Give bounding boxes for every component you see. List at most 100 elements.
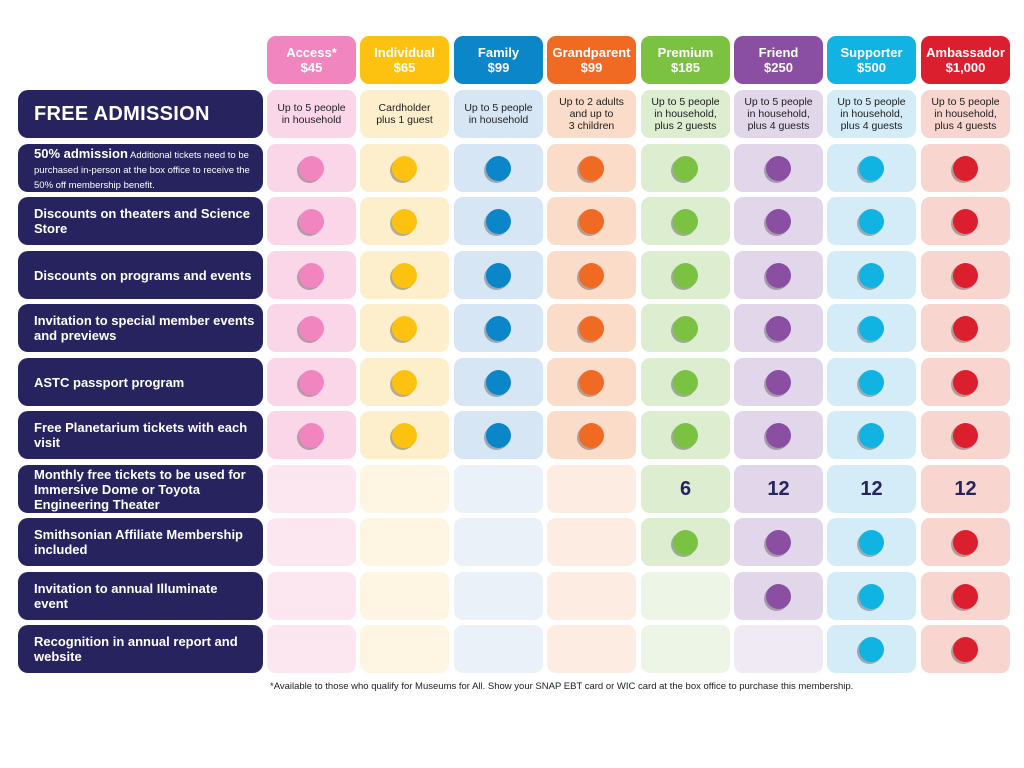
benefit-cell-individual bbox=[360, 358, 449, 406]
benefit-cell-family bbox=[454, 358, 543, 406]
benefit-cell-family bbox=[454, 465, 543, 513]
benefit-cell-individual bbox=[360, 518, 449, 566]
included-dot-icon bbox=[299, 208, 324, 234]
included-dot-icon bbox=[953, 422, 978, 448]
benefit-cell-grandparent: Up to 2 adults and up to 3 children bbox=[547, 90, 636, 138]
benefit-cell-ambassador: 12 bbox=[921, 465, 1010, 513]
row-label-astc-passport-program: ASTC passport program bbox=[18, 358, 263, 406]
tier-price: $250 bbox=[764, 59, 793, 75]
included-dot-icon bbox=[486, 262, 511, 288]
admission-text: Up to 2 adults and up to 3 children bbox=[559, 96, 624, 132]
benefit-cell-friend bbox=[734, 304, 823, 352]
benefit-cell-supporter bbox=[827, 572, 916, 620]
benefit-cell-grandparent bbox=[547, 518, 636, 566]
row-label-smithsonian-affiliate-membership-include: Smithsonian Affiliate Membership include… bbox=[18, 518, 263, 566]
included-dot-icon bbox=[579, 315, 604, 341]
benefit-cell-access bbox=[267, 358, 356, 406]
footnote: *Available to those who qualify for Muse… bbox=[270, 681, 854, 692]
benefit-cell-access bbox=[267, 625, 356, 673]
admission-text: Cardholder plus 1 guest bbox=[376, 102, 433, 126]
row-label-text: Smithsonian Affiliate Membership include… bbox=[34, 527, 243, 557]
benefit-cell-ambassador bbox=[921, 304, 1010, 352]
included-dot-icon bbox=[673, 529, 698, 555]
included-dot-icon bbox=[579, 208, 604, 234]
benefit-cell-family bbox=[454, 251, 543, 299]
row-label-free-admission: FREE ADMISSION bbox=[18, 90, 263, 138]
benefit-cell-supporter bbox=[827, 144, 916, 192]
included-dot-icon bbox=[579, 155, 604, 181]
included-dot-icon bbox=[859, 583, 884, 609]
benefit-cell-premium bbox=[641, 197, 730, 245]
tier-price: $99 bbox=[487, 59, 510, 75]
included-dot-icon bbox=[392, 315, 417, 341]
tier-name: Supporter bbox=[840, 44, 903, 60]
benefit-cell-friend bbox=[734, 251, 823, 299]
row-label-text: Free Planetarium tickets with each visit bbox=[34, 420, 248, 450]
included-dot-icon bbox=[859, 262, 884, 288]
row-label-recognition-in-annual-report-and-website: Recognition in annual report and website bbox=[18, 625, 263, 673]
benefit-cell-premium bbox=[641, 625, 730, 673]
benefit-cell-grandparent bbox=[547, 625, 636, 673]
included-dot-icon bbox=[953, 262, 978, 288]
tier-price: $45 bbox=[300, 59, 323, 75]
tier-price: $1,000 bbox=[945, 59, 986, 75]
benefit-cell-supporter bbox=[827, 411, 916, 459]
tier-name: Access* bbox=[286, 44, 337, 60]
included-dot-icon bbox=[953, 636, 978, 662]
benefit-cell-supporter bbox=[827, 625, 916, 673]
included-dot-icon bbox=[486, 155, 511, 181]
row-label-invitation-to-special-member-events-and-: Invitation to special member events and … bbox=[18, 304, 263, 352]
included-dot-icon bbox=[766, 422, 791, 448]
benefit-cell-friend bbox=[734, 518, 823, 566]
tier-price: $185 bbox=[671, 59, 700, 75]
benefit-cell-supporter: 12 bbox=[827, 465, 916, 513]
row-label-text: Recognition in annual report and website bbox=[34, 634, 238, 664]
included-dot-icon bbox=[299, 422, 324, 448]
benefit-cell-premium bbox=[641, 358, 730, 406]
included-dot-icon bbox=[579, 422, 604, 448]
benefit-cell-access bbox=[267, 251, 356, 299]
included-dot-icon bbox=[673, 422, 698, 448]
row-label-discounts-on-programs-and-events: Discounts on programs and events bbox=[18, 251, 263, 299]
benefit-cell-individual bbox=[360, 465, 449, 513]
benefit-cell-premium bbox=[641, 518, 730, 566]
benefit-cell-supporter: Up to 5 people in household, plus 4 guests bbox=[827, 90, 916, 138]
tier-name: Individual bbox=[374, 44, 435, 60]
row-label-text: 50% admission bbox=[34, 145, 128, 161]
benefit-cell-grandparent bbox=[547, 251, 636, 299]
included-dot-icon bbox=[673, 369, 698, 395]
benefit-cell-premium bbox=[641, 304, 730, 352]
benefit-cell-supporter bbox=[827, 518, 916, 566]
benefit-cell-family bbox=[454, 518, 543, 566]
benefit-cell-ambassador bbox=[921, 625, 1010, 673]
benefit-cell-family bbox=[454, 197, 543, 245]
included-dot-icon bbox=[953, 529, 978, 555]
row-label-text: Invitation to annual Illuminate event bbox=[34, 581, 218, 611]
row-label-text: ASTC passport program bbox=[34, 374, 185, 390]
admission-text: Up to 5 people in household bbox=[464, 102, 533, 126]
included-dot-icon bbox=[299, 155, 324, 181]
tier-header-premium: Premium $185 bbox=[641, 36, 730, 84]
tier-header-friend: Friend $250 bbox=[734, 36, 823, 84]
included-dot-icon bbox=[766, 155, 791, 181]
included-dot-icon bbox=[486, 369, 511, 395]
included-dot-icon bbox=[392, 422, 417, 448]
benefit-cell-individual bbox=[360, 304, 449, 352]
benefit-cell-family bbox=[454, 144, 543, 192]
included-dot-icon bbox=[392, 262, 417, 288]
row-label-50-admission: 50% admission Additional tickets need to… bbox=[18, 144, 263, 192]
tier-header-family: Family $99 bbox=[454, 36, 543, 84]
admission-text: Up to 5 people in household, plus 4 guests bbox=[931, 96, 1000, 132]
benefit-cell-premium bbox=[641, 411, 730, 459]
benefit-cell-grandparent bbox=[547, 304, 636, 352]
benefit-cell-grandparent bbox=[547, 358, 636, 406]
included-dot-icon bbox=[673, 262, 698, 288]
tier-header-individual: Individual $65 bbox=[360, 36, 449, 84]
included-dot-icon bbox=[859, 315, 884, 341]
row-label-note: Additional tickets need to be purchased … bbox=[34, 149, 250, 191]
benefit-cell-access bbox=[267, 465, 356, 513]
row-label-text: Invitation to special member events and … bbox=[34, 313, 255, 343]
admission-text: Up to 5 people in household, plus 4 guests bbox=[837, 96, 906, 132]
tier-name: Premium bbox=[657, 44, 714, 60]
benefit-cell-premium: Up to 5 people in household, plus 2 guests bbox=[641, 90, 730, 138]
